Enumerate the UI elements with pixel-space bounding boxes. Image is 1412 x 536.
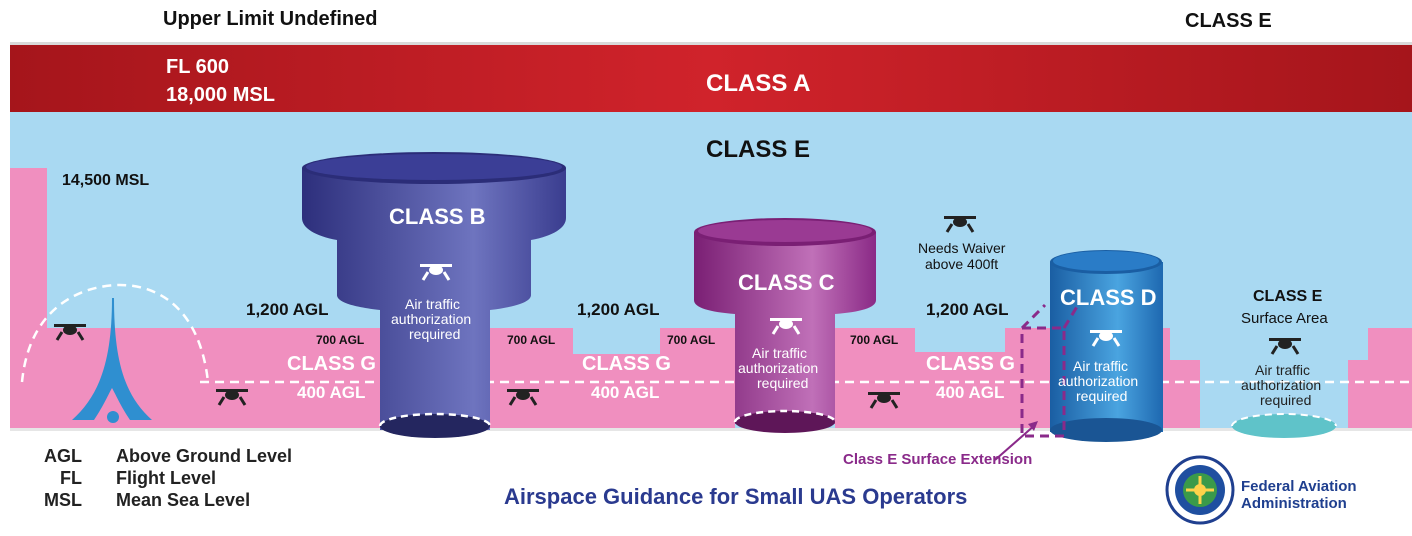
drone-icon: [1269, 338, 1301, 355]
upper-limit-label: Upper Limit Undefined: [163, 8, 378, 30]
class-d-note-1: Air traffic: [1073, 358, 1128, 374]
class-d-label: CLASS D: [1060, 285, 1157, 310]
class-e-surface-label: CLASS E: [1253, 288, 1323, 305]
class-a-band: [10, 44, 1412, 112]
class-a-top-edge: [10, 42, 1412, 45]
legend-abbr-agl: AGL: [44, 446, 82, 466]
agl-400-label-1: 400 AGL: [297, 383, 366, 402]
msl14500-label: 14,500 MSL: [62, 172, 150, 189]
drone-icon: [54, 324, 86, 341]
ground-line: [10, 428, 1412, 431]
class-e-label: CLASS E: [706, 136, 811, 163]
class-e-top-label: CLASS E: [1185, 10, 1272, 32]
agl-700-label-3: 700 AGL: [667, 333, 716, 347]
drone-icon: [868, 392, 900, 409]
legend-def-fl: Flight Level: [116, 468, 217, 488]
agl-400-label-2: 400 AGL: [591, 383, 660, 402]
class-e-surface-note-1: Air traffic: [1255, 362, 1310, 378]
class-c-note-1: Air traffic: [752, 345, 807, 361]
faa-name-line2: Administration: [1241, 495, 1347, 512]
class-c-note-3: required: [757, 375, 809, 391]
agl-700-label-1: 700 AGL: [316, 333, 365, 347]
class-b-label: CLASS B: [389, 204, 486, 229]
class-e-surface-base: [1231, 413, 1337, 438]
class-g-label-1: CLASS G: [287, 353, 376, 375]
class-b-note-3: required: [409, 326, 461, 342]
waiver-note-1: Needs Waiver: [918, 240, 1006, 256]
agl-400-label-3: 400 AGL: [936, 383, 1005, 402]
class-c-label: CLASS C: [738, 270, 835, 295]
footer-title: Airspace Guidance for Small UAS Operator…: [504, 484, 968, 509]
drone-icon: [216, 389, 248, 406]
class-a-label: CLASS A: [706, 70, 811, 97]
class-d-note-2: authorization: [1058, 373, 1139, 389]
class-d-note-3: required: [1076, 388, 1128, 404]
class-g-label-2: CLASS G: [582, 353, 671, 375]
class-d-shape: [1050, 250, 1163, 442]
class-e-surface-note-2: authorization: [1241, 377, 1322, 393]
class-b-note-1: Air traffic: [405, 296, 460, 312]
faa-seal-icon: [1165, 455, 1235, 525]
fl600-label: FL 600: [166, 56, 229, 78]
class-c-note-2: authorization: [738, 360, 819, 376]
faa-name-line1: Federal Aviation: [1241, 478, 1357, 495]
agl-1200-label-1: 1,200 AGL: [246, 300, 329, 319]
legend-abbr-fl: FL: [60, 468, 82, 488]
msl18000-label: 18,000 MSL: [166, 84, 275, 106]
drone-icon: [770, 318, 802, 335]
drone-icon: [944, 216, 976, 233]
class-e-surface-sub: Surface Area: [1241, 310, 1328, 327]
class-e-surface-extension-label: Class E Surface Extension: [843, 451, 1033, 468]
class-e-surface-extension: [994, 303, 1080, 461]
airport-tower-icon: [72, 298, 152, 423]
agl-1200-label-2: 1,200 AGL: [577, 300, 660, 319]
legend-def-msl: Mean Sea Level: [116, 490, 251, 510]
drone-icon: [420, 264, 452, 281]
class-g-label-3: CLASS G: [926, 353, 1015, 375]
class-b-shape: [302, 152, 566, 438]
legend-abbr-msl: MSL: [44, 490, 82, 510]
waiver-note-2: above 400ft: [925, 256, 999, 272]
class-e-surface-note-3: required: [1260, 392, 1312, 408]
agl-700-label-4: 700 AGL: [850, 333, 899, 347]
agl-700-label-2: 700 AGL: [507, 333, 556, 347]
class-b-note-2: authorization: [391, 311, 472, 327]
airport-arc: [20, 283, 210, 383]
legend-def-agl: Above Ground Level: [116, 446, 293, 466]
drone-icon: [507, 389, 539, 406]
drone-icon: [1090, 330, 1122, 347]
agl-1200-label-3: 1,200 AGL: [926, 300, 1009, 319]
